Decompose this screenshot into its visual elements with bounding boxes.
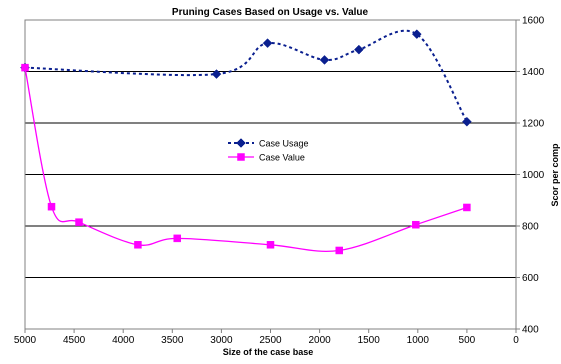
- series-layer: [20, 29, 472, 255]
- y-tick-label: 1000: [522, 170, 545, 181]
- x-tick-label: 0: [513, 335, 519, 346]
- chart-title: Pruning Cases Based on Usage vs. Value: [172, 7, 369, 18]
- data-point: [211, 69, 222, 79]
- series-1: [20, 29, 472, 127]
- x-tick-label: 1000: [407, 335, 430, 346]
- y-tick-label: 1600: [522, 16, 545, 27]
- x-tick-label: 3500: [161, 335, 184, 346]
- x-tick-label: 5000: [14, 335, 37, 346]
- legend-swatch-marker: [237, 153, 245, 161]
- legend-swatch-marker: [236, 138, 246, 148]
- data-point: [134, 241, 142, 249]
- x-tick-label: 1500: [358, 335, 381, 346]
- y-tick-label: 1400: [522, 67, 545, 78]
- y-tick-label: 800: [522, 222, 539, 233]
- data-point: [354, 44, 364, 55]
- data-point: [47, 202, 56, 211]
- data-point: [462, 116, 472, 127]
- y-tick-label: 400: [522, 325, 539, 336]
- x-tick-label: 4500: [63, 335, 86, 346]
- y-tick-label: 1200: [522, 119, 545, 130]
- x-tick-label: 500: [459, 335, 476, 346]
- data-point: [21, 63, 29, 72]
- legend-label: Case Usage: [259, 139, 309, 149]
- grid-lines: [25, 71, 516, 278]
- data-point: [266, 241, 275, 249]
- x-tick-label: 2500: [259, 335, 282, 346]
- y-axis-title: Scor per comp: [550, 143, 560, 207]
- x-axis-title: Size of the case base: [223, 347, 314, 357]
- legend-item: Case Value: [228, 153, 305, 163]
- legend-item: Case Usage: [228, 138, 309, 149]
- legend: Case Usage Case Value: [224, 133, 340, 163]
- series-2: [21, 63, 471, 255]
- x-tick-label: 2000: [308, 335, 331, 346]
- data-point: [319, 55, 330, 65]
- legend-label: Case Value: [259, 153, 305, 163]
- data-point: [411, 29, 422, 40]
- data-point: [335, 246, 343, 255]
- data-point: [262, 38, 273, 49]
- x-tick-label: 4000: [112, 335, 135, 346]
- x-tick-label: 3000: [210, 335, 233, 346]
- data-point: [412, 220, 420, 229]
- y-axis-ticks: 400 600 800 1000 1200 1400 1600: [516, 16, 545, 336]
- data-point: [463, 203, 471, 212]
- data-point: [173, 234, 181, 243]
- x-axis-ticks: 5000 4500 4000 3500 3000 2500 2000 1500 1000 500 0: [14, 329, 519, 346]
- data-point: [75, 218, 83, 226]
- y-tick-label: 600: [522, 273, 539, 284]
- series-line: [24, 29, 468, 123]
